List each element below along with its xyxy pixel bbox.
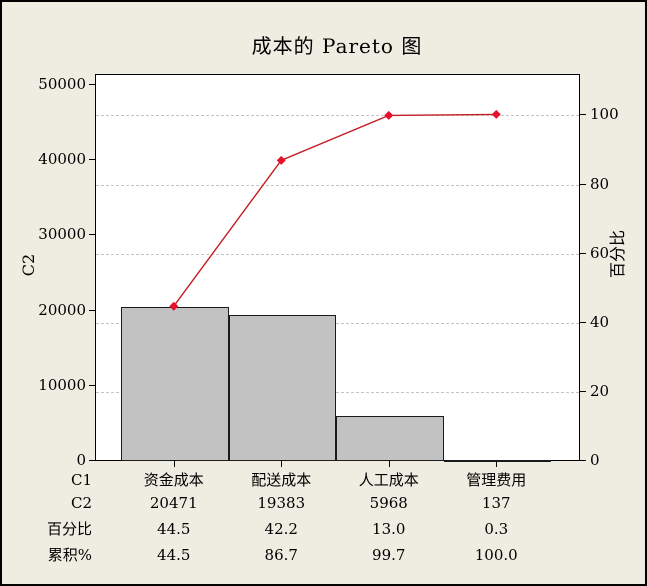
right-axis-tick-label: 100 [590,105,619,124]
right-axis-tick [580,321,586,323]
left-axis-tick-label: 40000 [38,150,86,169]
right-axis-tick-label: 80 [590,174,610,193]
table-row-label-累积%: 累积% [47,546,92,564]
table-row-label-C2: C2 [70,494,92,512]
right-axis-tick [580,390,586,392]
right-axis-tick-label: 60 [590,243,610,262]
table-cell-r3-c1: 44.5 [157,520,191,538]
table-cell-r3-c4: 0.3 [484,520,509,538]
left-axis-tick [89,234,95,236]
right-axis-tick [580,252,586,254]
table-cell-r4-c4: 100.0 [474,546,518,564]
left-axis-tick [89,460,95,461]
chart-title: 成本的 Pareto 图 [251,34,423,58]
grid-line-40pct [96,322,579,324]
table-cell-r3-c3: 13.0 [372,520,406,538]
left-axis-title: C2 [19,253,38,277]
plot-area [95,74,580,462]
table-cell-r3-c2: 42.2 [264,520,298,538]
grid-line-80pct [96,184,579,186]
pareto-bar-4 [443,459,551,462]
left-axis-tick [89,159,95,161]
left-axis-tick-label: 0 [76,451,86,469]
x-axis-tick [173,461,175,467]
pareto-bar-2 [228,315,336,461]
table-cell-r1-c2: 配送成本 [251,471,312,489]
right-axis-tick [580,183,586,185]
table-cell-r1-c4: 管理费用 [466,471,527,489]
table-row-label-百分比: 百分比 [46,520,92,538]
grid-line-60pct [96,253,579,255]
right-axis-tick-label: 40 [590,312,610,331]
left-axis-tick-label: 30000 [38,225,86,244]
table-cell-r1-c1: 资金成本 [143,471,204,489]
x-axis-tick [388,461,390,467]
right-axis-tick-label: 0 [590,451,600,469]
pareto-bar-3 [336,416,444,461]
table-cell-r2-c1: 20471 [149,494,198,512]
table-cell-r2-c4: 137 [481,494,511,512]
left-axis-tick [89,84,95,85]
table-cell-r2-c3: 5968 [369,494,408,512]
table-row-label-C1: C1 [70,471,92,489]
left-axis-tick [89,384,95,386]
pareto-bar-1 [121,307,229,461]
table-cell-r2-c2: 19383 [257,494,306,512]
left-axis-tick-label: 50000 [38,75,86,93]
x-axis-tick [281,461,283,467]
left-axis-tick-label: 10000 [38,375,86,394]
right-axis-tick-label: 20 [590,381,610,400]
table-cell-r4-c1: 44.5 [157,546,191,564]
left-axis-tick-label: 20000 [38,300,86,319]
table-cell-r4-c2: 86.7 [264,546,298,564]
grid-line-20pct [96,391,579,393]
table-cell-r1-c3: 人工成本 [358,471,419,489]
grid-line-100pct [96,115,579,117]
right-axis-tick [580,114,586,116]
table-cell-r4-c3: 99.7 [372,546,406,564]
left-axis-tick [89,309,95,311]
x-axis-tick [496,461,498,467]
right-axis-tick [580,460,586,461]
